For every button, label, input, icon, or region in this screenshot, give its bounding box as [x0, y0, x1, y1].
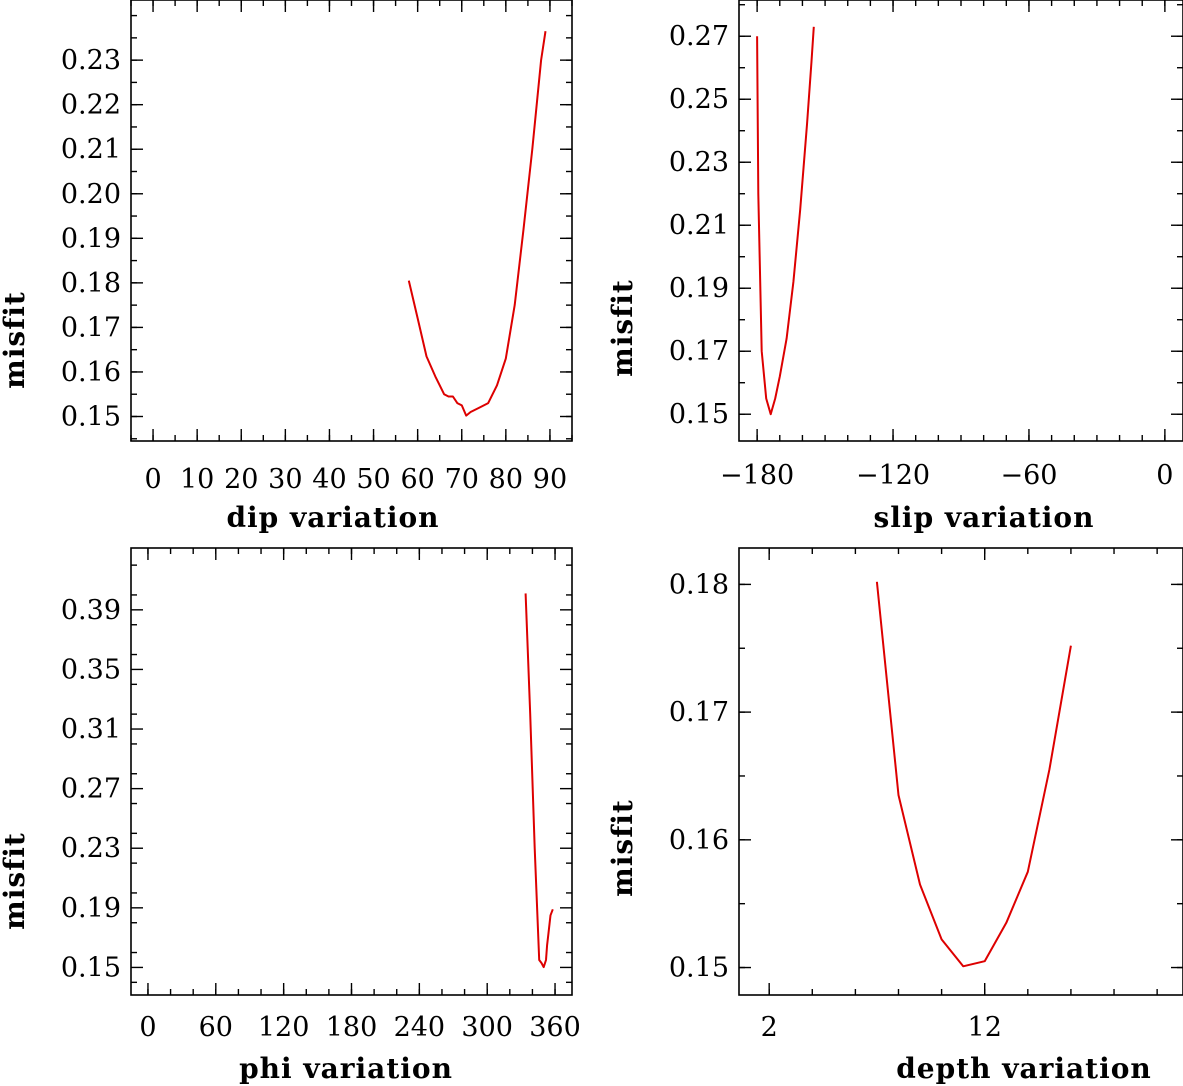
x-tick-label: −120: [856, 460, 930, 491]
y-axis-title: misfit: [606, 799, 639, 897]
x-tick-label: 60: [400, 464, 434, 495]
y-tick-label: 0.35: [61, 654, 121, 685]
x-tick-label: 0: [139, 1012, 156, 1043]
y-tick-label: 0.23: [61, 45, 121, 76]
y-tick-label: 0.27: [61, 774, 121, 805]
y-tick-label: 0.16: [61, 357, 121, 388]
y-tick-label: 0.17: [669, 336, 729, 367]
y-tick-label: 0.17: [61, 312, 121, 343]
x-tick-label: 10: [180, 464, 214, 495]
chart-panel-1: 0 10 20 30 40 50 60 70 80 90 0.15 0.16 0.17 0.18 0.19 0…: [0, 0, 573, 534]
x-tick-label: 90: [533, 464, 567, 495]
x-tick-label: −180: [720, 460, 794, 491]
y-axis-title: misfit: [606, 279, 639, 377]
x-tick-label: 300: [461, 1012, 513, 1043]
y-tick-label: 0.21: [61, 134, 121, 165]
y-tick-label: 0.15: [61, 952, 121, 983]
y-tick-label: 0.16: [669, 825, 729, 856]
y-tick-label: 0.22: [61, 90, 121, 121]
y-tick-label: 0.20: [61, 179, 121, 210]
misfit-curve: [756, 26, 815, 416]
x-tick-label: −60: [1000, 460, 1057, 491]
y-tick-label: 0.15: [669, 953, 729, 984]
x-tick-label: 80: [489, 464, 523, 495]
x-tick-label: 20: [224, 464, 258, 495]
chart-panel-2: −180 −120 −60 0 0.15 0.17 0.19 0.21 0.23 0.25 0.27…: [606, 0, 1183, 534]
y-axis-title: misfit: [0, 832, 31, 930]
x-tick-label: 12: [968, 1012, 1002, 1043]
y-tick-label: 0.18: [669, 569, 729, 600]
x-axis-title: phi variation: [239, 1052, 453, 1085]
x-tick-label: 70: [445, 464, 479, 495]
x-tick-label: 2: [761, 1012, 778, 1043]
plot-frame: [738, 0, 1183, 442]
x-axis-title: dip variation: [226, 501, 439, 534]
misfit-curve: [407, 31, 547, 417]
plot-frame: [130, 547, 573, 996]
y-tick-label: 0.25: [669, 84, 729, 115]
x-axis-title: depth variation: [896, 1052, 1152, 1085]
x-tick-label: 180: [326, 1012, 378, 1043]
y-tick-label: 0.19: [669, 273, 729, 304]
x-tick-label: 40: [312, 464, 346, 495]
y-tick-label: 0.17: [669, 697, 729, 728]
x-tick-label: 0: [1156, 460, 1173, 491]
x-axis-title: slip variation: [874, 501, 1095, 534]
x-tick-label: 0: [144, 464, 161, 495]
y-tick-label: 0.21: [669, 210, 729, 241]
plot-frame: [738, 547, 1183, 996]
y-tick-label: 0.23: [61, 833, 121, 864]
y-tick-label: 0.23: [669, 147, 729, 178]
misfit-curve: [875, 581, 1072, 968]
x-tick-label: 50: [356, 464, 390, 495]
x-tick-label: 120: [258, 1012, 310, 1043]
y-tick-label: 0.39: [61, 595, 121, 626]
chart-panel-4: 2 12 0.15 0.16 0.17 0.18 depth variation misfit: [606, 547, 1183, 1085]
y-tick-label: 0.19: [61, 893, 121, 924]
x-tick-label: 30: [268, 464, 302, 495]
y-tick-label: 0.18: [61, 268, 121, 299]
y-tick-label: 0.27: [669, 21, 729, 52]
y-tick-label: 0.15: [61, 402, 121, 433]
x-tick-label: 360: [529, 1012, 581, 1043]
x-tick-label: 240: [394, 1012, 446, 1043]
y-axis-title: misfit: [0, 291, 31, 389]
misfit-curve: [524, 593, 554, 969]
x-tick-label: 60: [199, 1012, 233, 1043]
y-tick-label: 0.15: [669, 399, 729, 430]
chart-panel-3: 0 60 120 180 240 300 360 0.15 0.19 0.23 0.27 0.31 0.…: [0, 547, 581, 1085]
y-tick-label: 0.19: [61, 223, 121, 254]
plot-frame: [130, 0, 573, 442]
y-tick-label: 0.31: [61, 714, 121, 745]
